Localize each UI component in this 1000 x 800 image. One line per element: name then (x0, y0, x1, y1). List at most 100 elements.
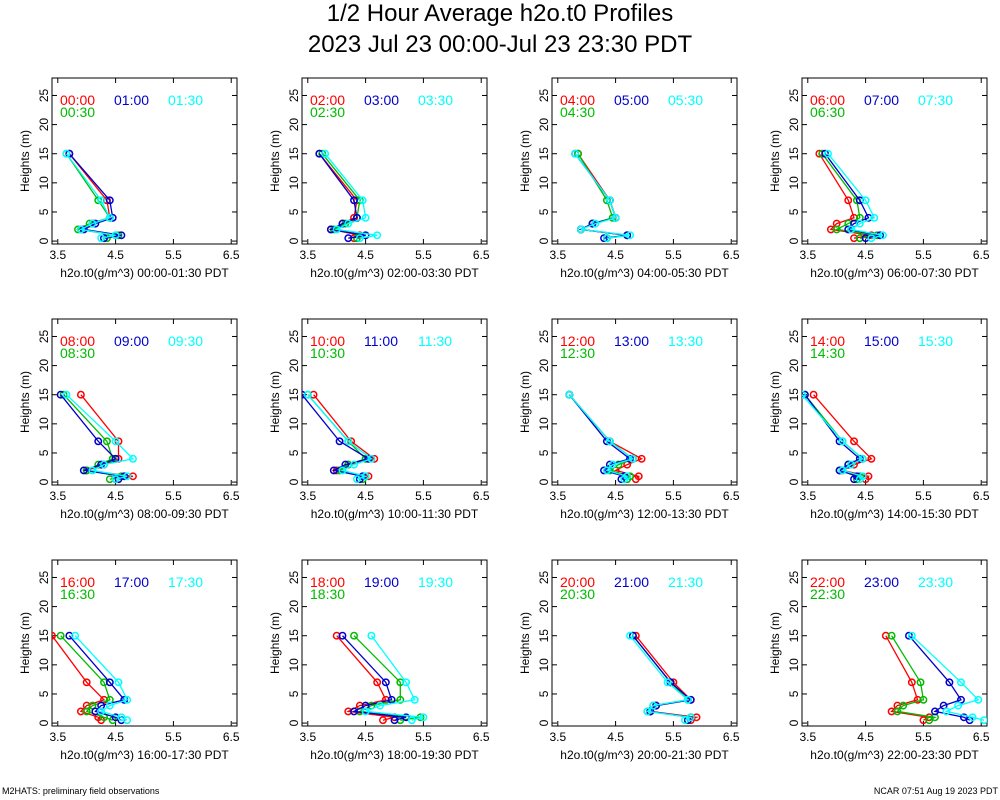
data-point (626, 231, 634, 240)
y-tick-label: 0 (787, 478, 801, 485)
legend-entry: 17:30 (168, 574, 203, 590)
data-point (62, 149, 71, 158)
data-point (850, 437, 858, 446)
data-point (931, 707, 939, 716)
data-point (942, 707, 951, 716)
data-point (344, 219, 353, 228)
series-line (342, 635, 407, 721)
y-axis-label: Heights (m) (768, 130, 782, 192)
y-axis-label: Heights (m) (268, 371, 282, 433)
data-point (82, 678, 91, 687)
data-point (907, 678, 916, 687)
series-line (908, 635, 970, 721)
data-point (367, 631, 376, 640)
data-point (838, 437, 847, 446)
data-point (611, 213, 620, 222)
x-tick-label: 6.5 (223, 248, 240, 262)
data-point (608, 460, 617, 469)
y-tick-label: 20 (787, 118, 801, 132)
data-point (683, 695, 692, 704)
data-point (376, 701, 384, 710)
legend-entry: 02:00 (310, 92, 345, 108)
data-point (105, 701, 114, 710)
legend-entry: 09:30 (168, 333, 203, 349)
profile-panel: 3.5 4.5 5.5 6.5 0 5 10 15 20 25 Heights (m) h2o.t0(… (18, 318, 240, 521)
y-axis-label: Heights (m) (18, 612, 32, 674)
x-tick-label: 4.5 (107, 730, 124, 744)
data-point (373, 231, 382, 240)
x-axis-label: h2o.t0(g/m^3) 08:00-09:30 PDT (60, 507, 229, 521)
x-tick-label: 6.5 (973, 730, 990, 744)
legend-entry: 18:30 (310, 586, 345, 602)
y-tick-label: 0 (287, 478, 301, 485)
y-tick-label: 0 (37, 719, 51, 726)
y-tick-label: 25 (787, 570, 801, 584)
series-line (629, 635, 693, 721)
series-line (74, 635, 129, 721)
data-point (832, 225, 841, 234)
legend-entry: 04:00 (560, 92, 595, 108)
x-tick-label: 5.5 (915, 248, 932, 262)
y-tick-label: 25 (537, 570, 551, 584)
legend-entry: 16:00 (60, 574, 95, 590)
x-axis-label: h2o.t0(g/m^3) 12:00-13:30 PDT (560, 507, 729, 521)
x-tick-label: 5.5 (165, 489, 182, 503)
x-tick-label: 4.5 (107, 489, 124, 503)
plot-area (802, 390, 876, 484)
y-tick-label: 20 (537, 118, 551, 132)
data-point (350, 196, 358, 205)
data-point (838, 466, 847, 475)
x-tick-label: 5.5 (915, 730, 932, 744)
x-tick-label: 5.5 (415, 489, 432, 503)
x-tick-label: 4.5 (857, 730, 874, 744)
y-tick-label: 10 (787, 176, 801, 190)
data-point (352, 475, 361, 484)
y-tick-label: 10 (287, 417, 301, 431)
y-axis-label: Heights (m) (518, 130, 532, 192)
legend-entry: 05:00 (614, 92, 649, 108)
legend-entry: 09:00 (114, 333, 149, 349)
data-point (332, 225, 341, 234)
legend-entry: 06:00 (810, 92, 845, 108)
x-tick-label: 5.5 (415, 730, 432, 744)
legend-entry: 23:30 (918, 574, 953, 590)
data-point (571, 149, 580, 158)
x-tick-label: 6.5 (473, 730, 490, 744)
y-tick-label: 20 (787, 359, 801, 373)
y-tick-label: 5 (787, 690, 801, 697)
legend-entry: 11:30 (418, 333, 452, 349)
x-tick-label: 6.5 (973, 248, 990, 262)
data-point (861, 196, 870, 205)
data-point (957, 678, 965, 687)
data-point (79, 466, 88, 475)
data-point (111, 475, 120, 484)
legend-entry: 03:30 (418, 92, 453, 108)
data-point (128, 454, 137, 463)
data-point (114, 678, 123, 687)
series-line (632, 635, 693, 721)
data-point (373, 678, 382, 687)
y-axis-label: Heights (m) (268, 612, 282, 674)
data-point (605, 196, 614, 205)
legend-entry: 21:00 (614, 574, 649, 590)
legend-entry: 18:00 (310, 574, 345, 590)
legend-entry: 04:30 (560, 104, 595, 120)
x-tick-label: 3.5 (299, 248, 316, 262)
x-tick-label: 6.5 (473, 489, 490, 503)
x-tick-label: 3.5 (49, 489, 66, 503)
chart-title: 1/2 Hour Average h2o.t0 Profiles (326, 0, 674, 27)
x-axis-label: h2o.t0(g/m^3) 20:00-21:30 PDT (560, 748, 729, 762)
data-point (396, 695, 405, 704)
x-tick-label: 5.5 (915, 489, 932, 503)
series-line (318, 153, 366, 239)
x-tick-label: 6.5 (723, 248, 740, 262)
data-point (591, 219, 600, 228)
y-tick-label: 0 (537, 719, 551, 726)
legend-entry: 06:30 (810, 104, 845, 120)
x-tick-label: 6.5 (723, 730, 740, 744)
legend-entry: 02:30 (310, 104, 345, 120)
plot-frame (801, 559, 988, 727)
plot-frame (801, 318, 988, 486)
x-axis-label: h2o.t0(g/m^3) 06:00-07:30 PDT (810, 266, 979, 280)
data-point (623, 472, 632, 481)
